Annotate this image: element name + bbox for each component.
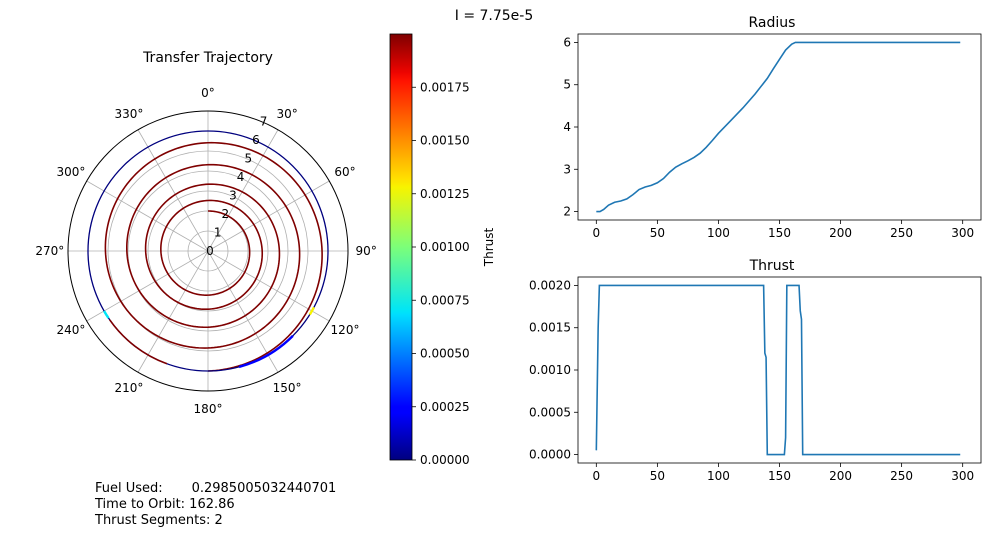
polar-frame — [67, 110, 349, 392]
time-to-orbit-text: Time to Orbit: 162.86 — [95, 497, 235, 512]
thrust-xtick-label: 200 — [829, 469, 852, 483]
polar-theta-tick-label: 180° — [194, 402, 223, 416]
thrust-xtick-label: 100 — [707, 469, 730, 483]
polar-theta-tick-label: 330° — [114, 107, 143, 121]
polar-theta-tick-label: 150° — [273, 381, 302, 395]
thrust-xtick-label: 50 — [650, 469, 665, 483]
radius-ytick-label: 3 — [563, 162, 571, 176]
polar-grid — [67, 110, 349, 392]
colorbar-tick-label: 0.00150 — [420, 134, 470, 148]
radius-plot: Radius 0 50 100 150 200 250 300 2 3 4 5 6 — [563, 15, 982, 240]
polar-grid-spoke — [86, 180, 209, 252]
polar-theta-labels: 0° 30° 60° 90° 120° 150° 180° 210° 240° 270° 300° 3… — [35, 86, 376, 416]
thrust-plot: Thrust 0 50 100 150 200 250 300 0.0000 0.0005 0.0… — [529, 258, 982, 483]
polar-r-tick-label: 4 — [237, 170, 245, 184]
radius-ytick-label: 2 — [563, 205, 571, 219]
polar-r-labels: 01 234 567 — [206, 115, 267, 258]
polar-r-tick-label: 1 — [214, 226, 222, 240]
thrust-ytick-label: 0.0015 — [529, 321, 571, 335]
colorbar-tick-label: 0.00025 — [420, 400, 470, 414]
radius-xtick-label: 200 — [829, 226, 852, 240]
colorbar-tick-label: 0.00100 — [420, 240, 470, 254]
thrust-xtick-label: 300 — [951, 469, 974, 483]
radius-axes-frame — [577, 33, 982, 221]
polar-theta-tick-label: 60° — [334, 165, 355, 179]
polar-orbit-thrust-segment — [308, 306, 316, 316]
polar-theta-tick-label: 210° — [114, 381, 143, 395]
thrust-segments-text: Thrust Segments: 2 — [95, 513, 223, 528]
radius-xtick-label: 0 — [592, 226, 600, 240]
colorbar-tick-label: 0.00000 — [420, 453, 470, 467]
polar-r-tick-label: 6 — [252, 133, 260, 147]
polar-final-orbit — [87, 130, 329, 372]
polar-theta-tick-label: 30° — [276, 107, 297, 121]
thrust-xtick-label: 0 — [592, 469, 600, 483]
thrust-axes-frame — [577, 276, 982, 464]
polar-r-tick-label: 7 — [260, 115, 268, 129]
polar-grid-spoke — [207, 250, 279, 373]
thrust-ytick-label: 0.0010 — [529, 363, 571, 377]
polar-plot: 0° 30° 60° 90° 120° 150° 180° 210° 240° 270° 300° 3… — [35, 50, 376, 416]
polar-grid-spoke — [137, 250, 209, 373]
colorbar-tick-label: 0.00075 — [420, 293, 470, 307]
polar-trajectory-spiral — [104, 141, 323, 372]
colorbar-tick-label: 0.00050 — [420, 347, 470, 361]
polar-theta-tick-label: 0° — [201, 86, 215, 100]
thrust-series-line — [595, 284, 961, 456]
radius-xtick-label: 100 — [707, 226, 730, 240]
radius-ytick-label: 4 — [563, 120, 571, 134]
colorbar-tick-label: 0.00175 — [420, 80, 470, 94]
polar-theta-tick-label: 240° — [57, 323, 86, 337]
radius-ytick-label: 5 — [563, 78, 571, 92]
polar-theta-tick-label: 300° — [57, 165, 86, 179]
radius-xtick-label: 300 — [951, 226, 974, 240]
colorbar-gradient — [389, 33, 413, 461]
thrust-ytick-label: 0.0000 — [529, 448, 571, 462]
polar-trajectory — [87, 130, 329, 372]
thrust-xtick-label: 250 — [890, 469, 913, 483]
radius-xtick-label: 50 — [650, 226, 665, 240]
polar-title: Transfer Trajectory — [142, 50, 273, 66]
figure-suptitle: I = 7.75e-5 — [455, 8, 534, 24]
colorbar-label: Thrust — [482, 227, 496, 267]
radius-title: Radius — [749, 15, 796, 31]
thrust-ytick-label: 0.0020 — [529, 278, 571, 292]
polar-orbit-thrust-segment — [103, 310, 110, 319]
polar-grid-spoke — [207, 129, 279, 252]
polar-orbit-thrust-segment — [109, 319, 168, 365]
radius-xtick-label: 150 — [768, 226, 791, 240]
thrust-ytick-label: 0.0005 — [529, 405, 571, 419]
polar-r-tick-label: 3 — [229, 189, 237, 203]
polar-grid-spoke — [137, 129, 209, 252]
polar-theta-tick-label: 90° — [356, 244, 377, 258]
colorbar-ticks: 0.00000 0.00025 0.00050 0.00075 0.00100 0.001… — [412, 80, 470, 467]
radius-series-line — [596, 41, 961, 213]
polar-r-tick-label: 2 — [221, 207, 229, 221]
radius-xtick-label: 250 — [890, 226, 913, 240]
polar-r-tick-label: 5 — [244, 152, 252, 166]
fuel-used-text: Fuel Used: 0.2985005032440701 — [95, 481, 337, 496]
colorbar: 0.00000 0.00025 0.00050 0.00075 0.00100 0.001… — [389, 33, 496, 467]
colorbar-tick-label: 0.00125 — [420, 187, 470, 201]
radius-ytick-label: 6 — [563, 35, 571, 49]
thrust-xtick-label: 150 — [768, 469, 791, 483]
polar-r-tick-label: 0 — [206, 244, 214, 258]
polar-theta-tick-label: 270° — [35, 244, 64, 258]
thrust-title: Thrust — [749, 258, 795, 274]
polar-grid-spoke — [86, 250, 209, 322]
polar-theta-tick-label: 120° — [331, 323, 360, 337]
polar-orbit-thrust-segment — [238, 335, 294, 369]
